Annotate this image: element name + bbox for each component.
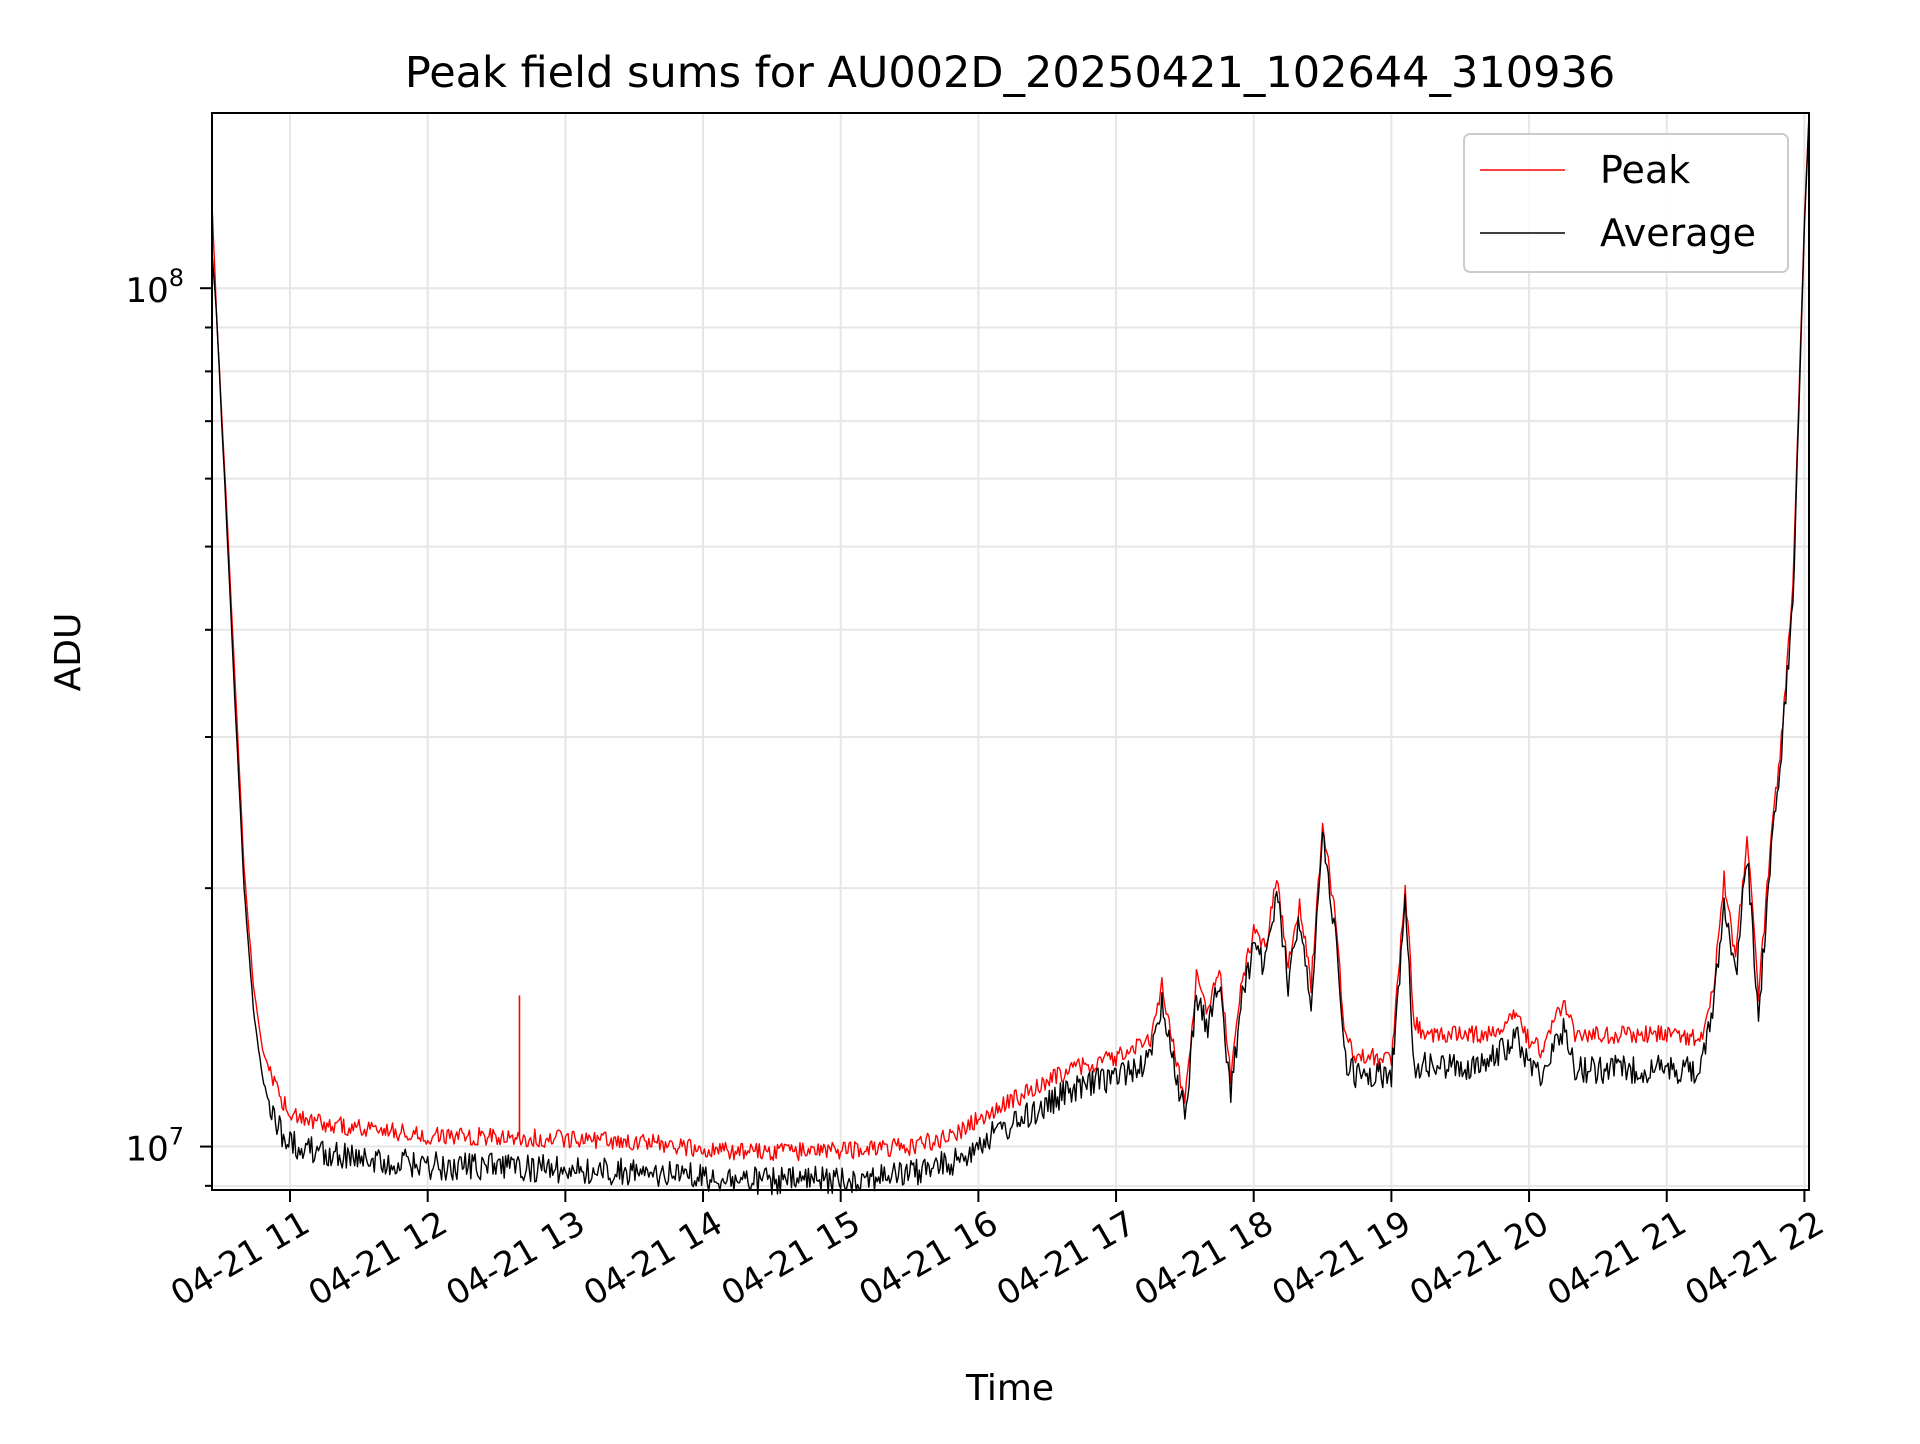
legend-label-average: Average (1600, 211, 1756, 255)
chart-title: Peak field sums for AU002D_20250421_1026… (405, 48, 1615, 98)
x-tick-label: 04-21 18 (1128, 1203, 1280, 1314)
y-tick-label: 108 (125, 264, 184, 311)
x-tick-label: 04-21 13 (439, 1203, 591, 1314)
x-tick-label: 04-21 22 (1679, 1203, 1831, 1314)
series-line-peak (211, 112, 1810, 1162)
y-axis: 107 108 (125, 264, 212, 1187)
x-tick-label: 04-21 16 (852, 1203, 1004, 1314)
y-axis-label: ADU (48, 613, 89, 692)
plot-frame (211, 112, 1810, 1191)
x-tick-label: 04-21 20 (1403, 1203, 1555, 1314)
legend-box (1463, 133, 1789, 273)
x-tick-label: 04-21 21 (1541, 1203, 1693, 1314)
x-tick-label: 04-21 11 (164, 1203, 316, 1314)
legend-label-peak: Peak (1600, 148, 1690, 192)
series-layer (211, 112, 1810, 1196)
x-tick-label: 04-21 19 (1266, 1203, 1418, 1314)
legend: Peak Average (1463, 133, 1789, 273)
x-axis-label: Time (965, 1368, 1054, 1409)
y-tick-label: 107 (125, 1123, 184, 1170)
series-line-average (211, 117, 1810, 1196)
x-tick-label: 04-21 17 (990, 1203, 1142, 1314)
grid-layer (212, 113, 1809, 1190)
x-tick-label: 04-21 12 (302, 1203, 454, 1314)
x-tick-label: 04-21 15 (715, 1203, 867, 1314)
x-tick-label: 04-21 14 (577, 1203, 729, 1314)
